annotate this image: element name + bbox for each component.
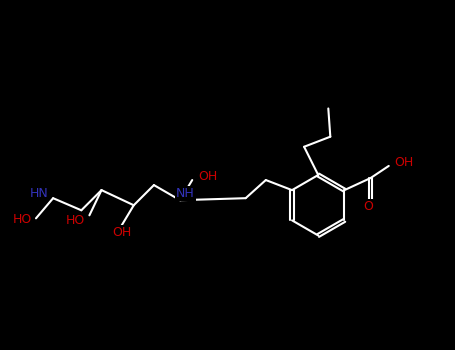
Text: OH: OH <box>198 169 217 182</box>
Text: O: O <box>364 200 374 213</box>
Text: HO: HO <box>13 213 32 226</box>
Text: HN: HN <box>29 187 48 199</box>
Text: OH: OH <box>112 226 131 239</box>
Text: HO: HO <box>66 214 86 227</box>
Text: NH: NH <box>176 187 195 199</box>
Text: OH: OH <box>394 156 413 169</box>
